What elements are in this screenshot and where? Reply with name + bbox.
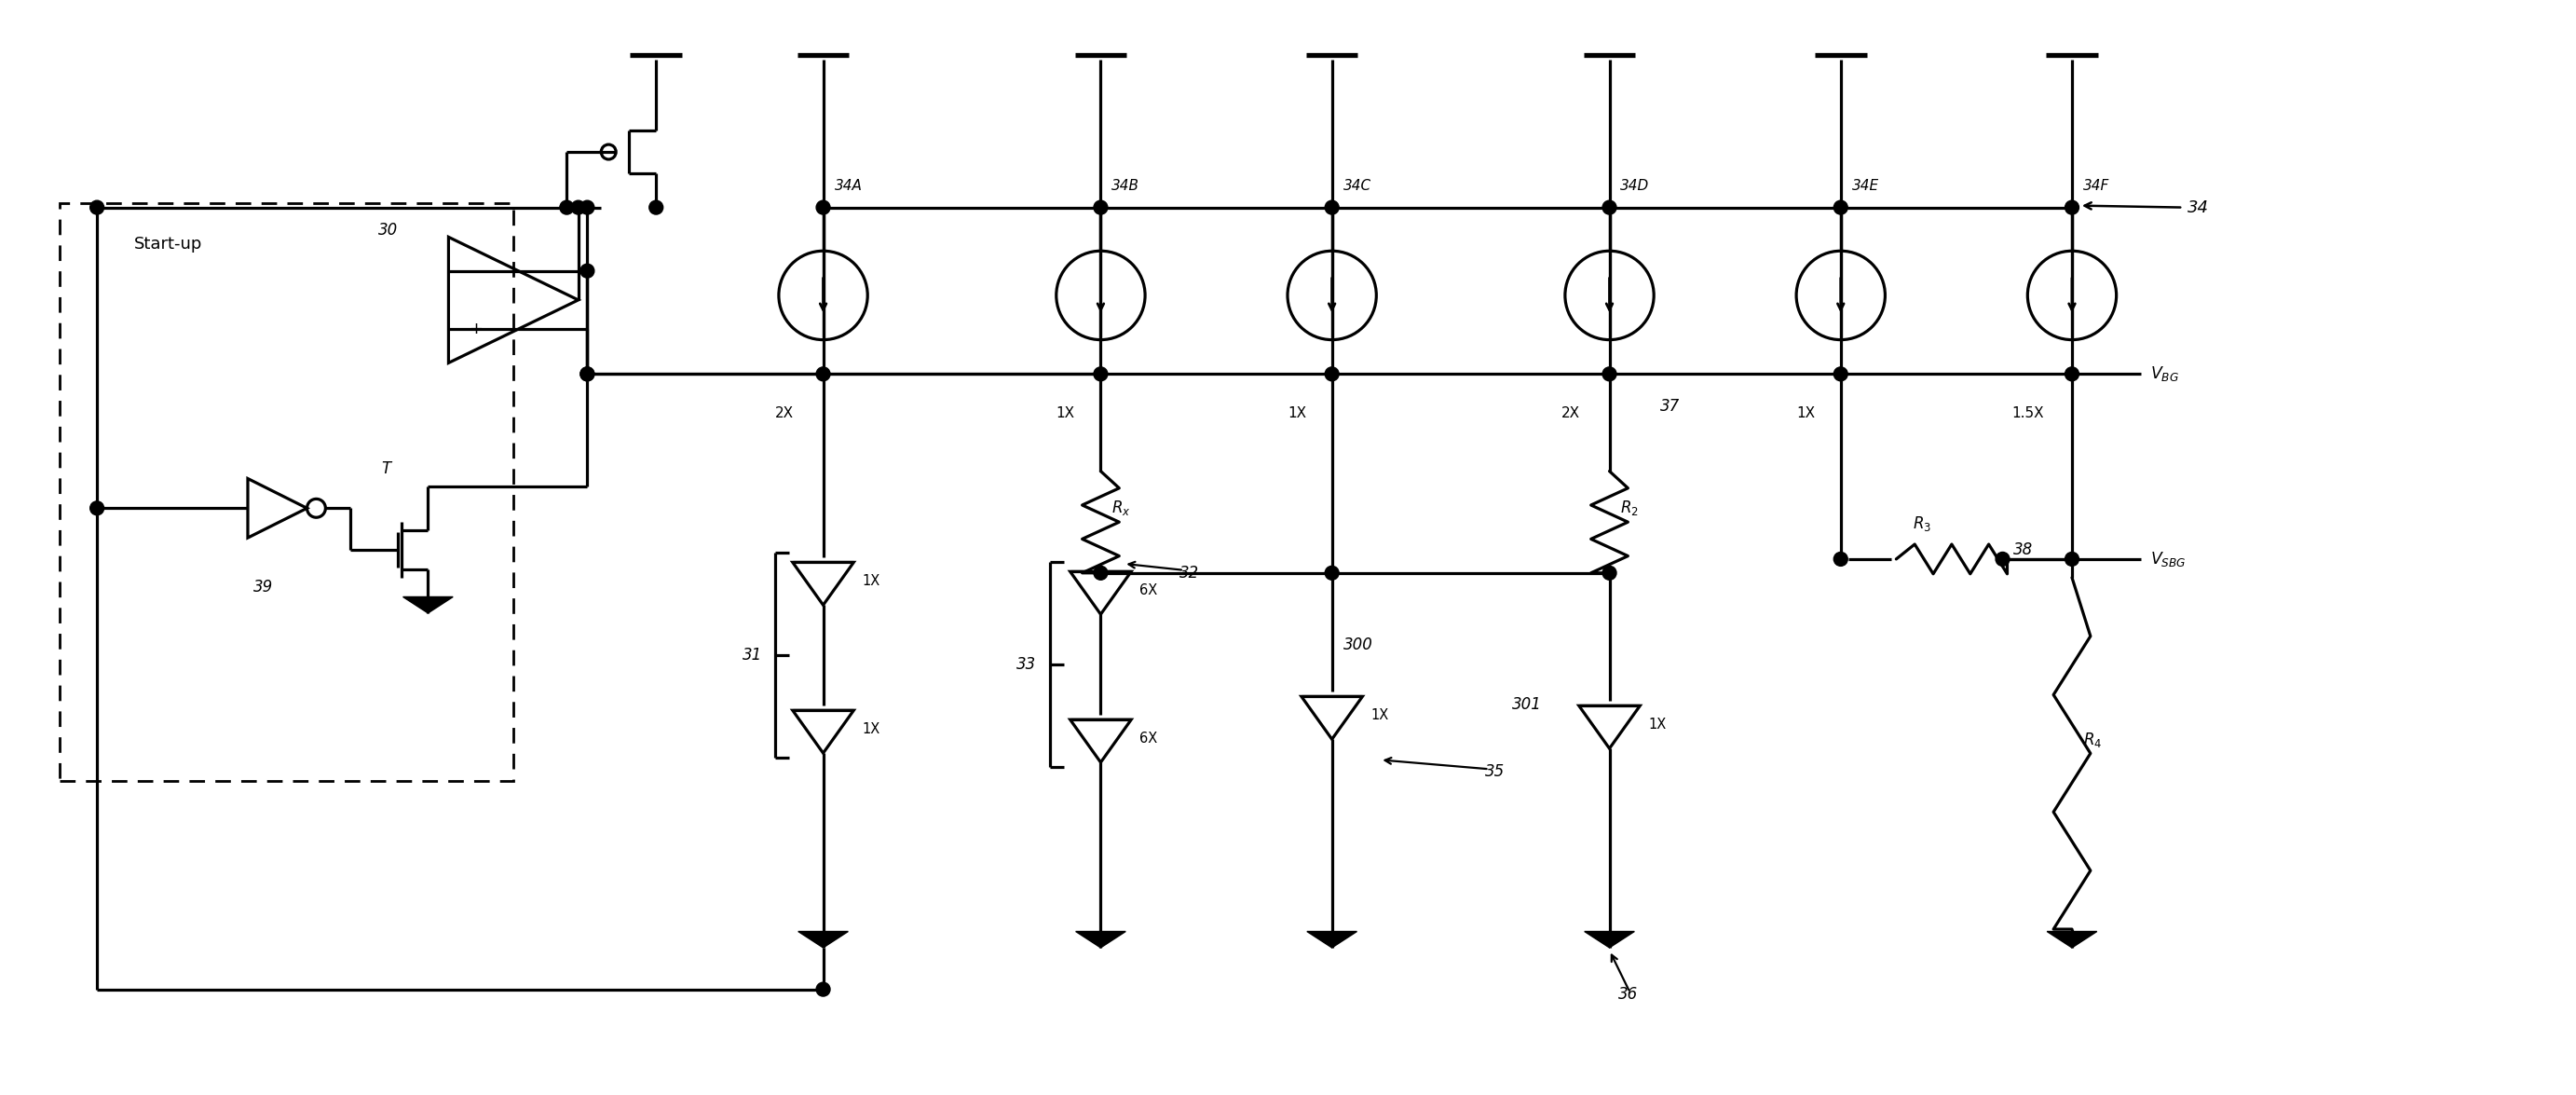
Text: 37: 37: [1662, 397, 1680, 415]
Circle shape: [1095, 367, 1108, 381]
Text: 2X: 2X: [775, 406, 793, 419]
Circle shape: [90, 200, 103, 215]
Polygon shape: [1306, 932, 1358, 947]
Circle shape: [817, 982, 829, 996]
Text: 32: 32: [1180, 565, 1198, 581]
Circle shape: [1834, 200, 1847, 215]
Text: 301: 301: [1512, 696, 1543, 713]
Text: 300: 300: [1342, 636, 1373, 654]
Polygon shape: [402, 597, 453, 613]
Text: $R_3$: $R_3$: [1911, 515, 1932, 533]
Circle shape: [2066, 552, 2079, 566]
Circle shape: [649, 200, 662, 215]
Text: 34E: 34E: [1852, 180, 1878, 193]
Circle shape: [572, 200, 585, 215]
Text: 1X: 1X: [1649, 717, 1667, 731]
Circle shape: [1324, 566, 1340, 580]
Text: 1X: 1X: [1795, 406, 1816, 419]
Circle shape: [1602, 566, 1615, 580]
Text: 34D: 34D: [1620, 180, 1649, 193]
Circle shape: [2066, 200, 2079, 215]
Text: Start-up: Start-up: [134, 237, 204, 253]
Text: 1X: 1X: [863, 723, 881, 736]
Circle shape: [1095, 200, 1108, 215]
Text: 6X: 6X: [1139, 584, 1157, 598]
Circle shape: [580, 264, 595, 278]
Circle shape: [1834, 367, 1847, 381]
Circle shape: [817, 367, 829, 381]
Text: $V_{SBG}$: $V_{SBG}$: [2151, 550, 2187, 568]
Text: 34A: 34A: [835, 180, 863, 193]
Circle shape: [1095, 566, 1108, 580]
Text: $V_{BG}$: $V_{BG}$: [2151, 365, 2179, 383]
Text: 1X: 1X: [1370, 708, 1388, 723]
Text: $R_4$: $R_4$: [2084, 730, 2102, 749]
Text: 1X: 1X: [1056, 406, 1074, 419]
Polygon shape: [1584, 932, 1633, 947]
Circle shape: [580, 367, 595, 381]
Circle shape: [580, 200, 595, 215]
Text: 1.5X: 1.5X: [2012, 406, 2045, 419]
Text: 2X: 2X: [1561, 406, 1579, 419]
Text: 1X: 1X: [863, 574, 881, 588]
Text: 34B: 34B: [1113, 180, 1139, 193]
Text: $-$: $-$: [469, 263, 484, 279]
Text: $R_2$: $R_2$: [1620, 499, 1638, 518]
Text: 34: 34: [2187, 199, 2210, 216]
Circle shape: [90, 502, 103, 515]
Text: 34C: 34C: [1342, 180, 1370, 193]
Text: 39: 39: [252, 578, 273, 596]
Circle shape: [1324, 367, 1340, 381]
Text: 31: 31: [742, 647, 762, 664]
Circle shape: [1996, 552, 2009, 566]
Text: 1X: 1X: [1288, 406, 1306, 419]
Text: 30: 30: [379, 222, 399, 239]
Polygon shape: [1077, 932, 1126, 947]
Polygon shape: [2048, 932, 2097, 947]
Text: 33: 33: [1018, 656, 1036, 673]
Circle shape: [559, 200, 574, 215]
Circle shape: [1324, 200, 1340, 215]
Text: 6X: 6X: [1139, 731, 1157, 746]
Text: 38: 38: [2014, 541, 2032, 558]
Circle shape: [2066, 367, 2079, 381]
Circle shape: [1602, 367, 1615, 381]
Circle shape: [1834, 552, 1847, 566]
Text: 34F: 34F: [2084, 180, 2110, 193]
Text: 36: 36: [1618, 986, 1638, 1002]
Circle shape: [817, 200, 829, 215]
Text: 35: 35: [1484, 763, 1504, 781]
Text: $+$: $+$: [469, 321, 484, 337]
Polygon shape: [799, 932, 848, 947]
Text: T: T: [381, 461, 392, 477]
Circle shape: [580, 367, 595, 381]
Text: $R_x$: $R_x$: [1113, 499, 1131, 518]
Circle shape: [1602, 200, 1615, 215]
